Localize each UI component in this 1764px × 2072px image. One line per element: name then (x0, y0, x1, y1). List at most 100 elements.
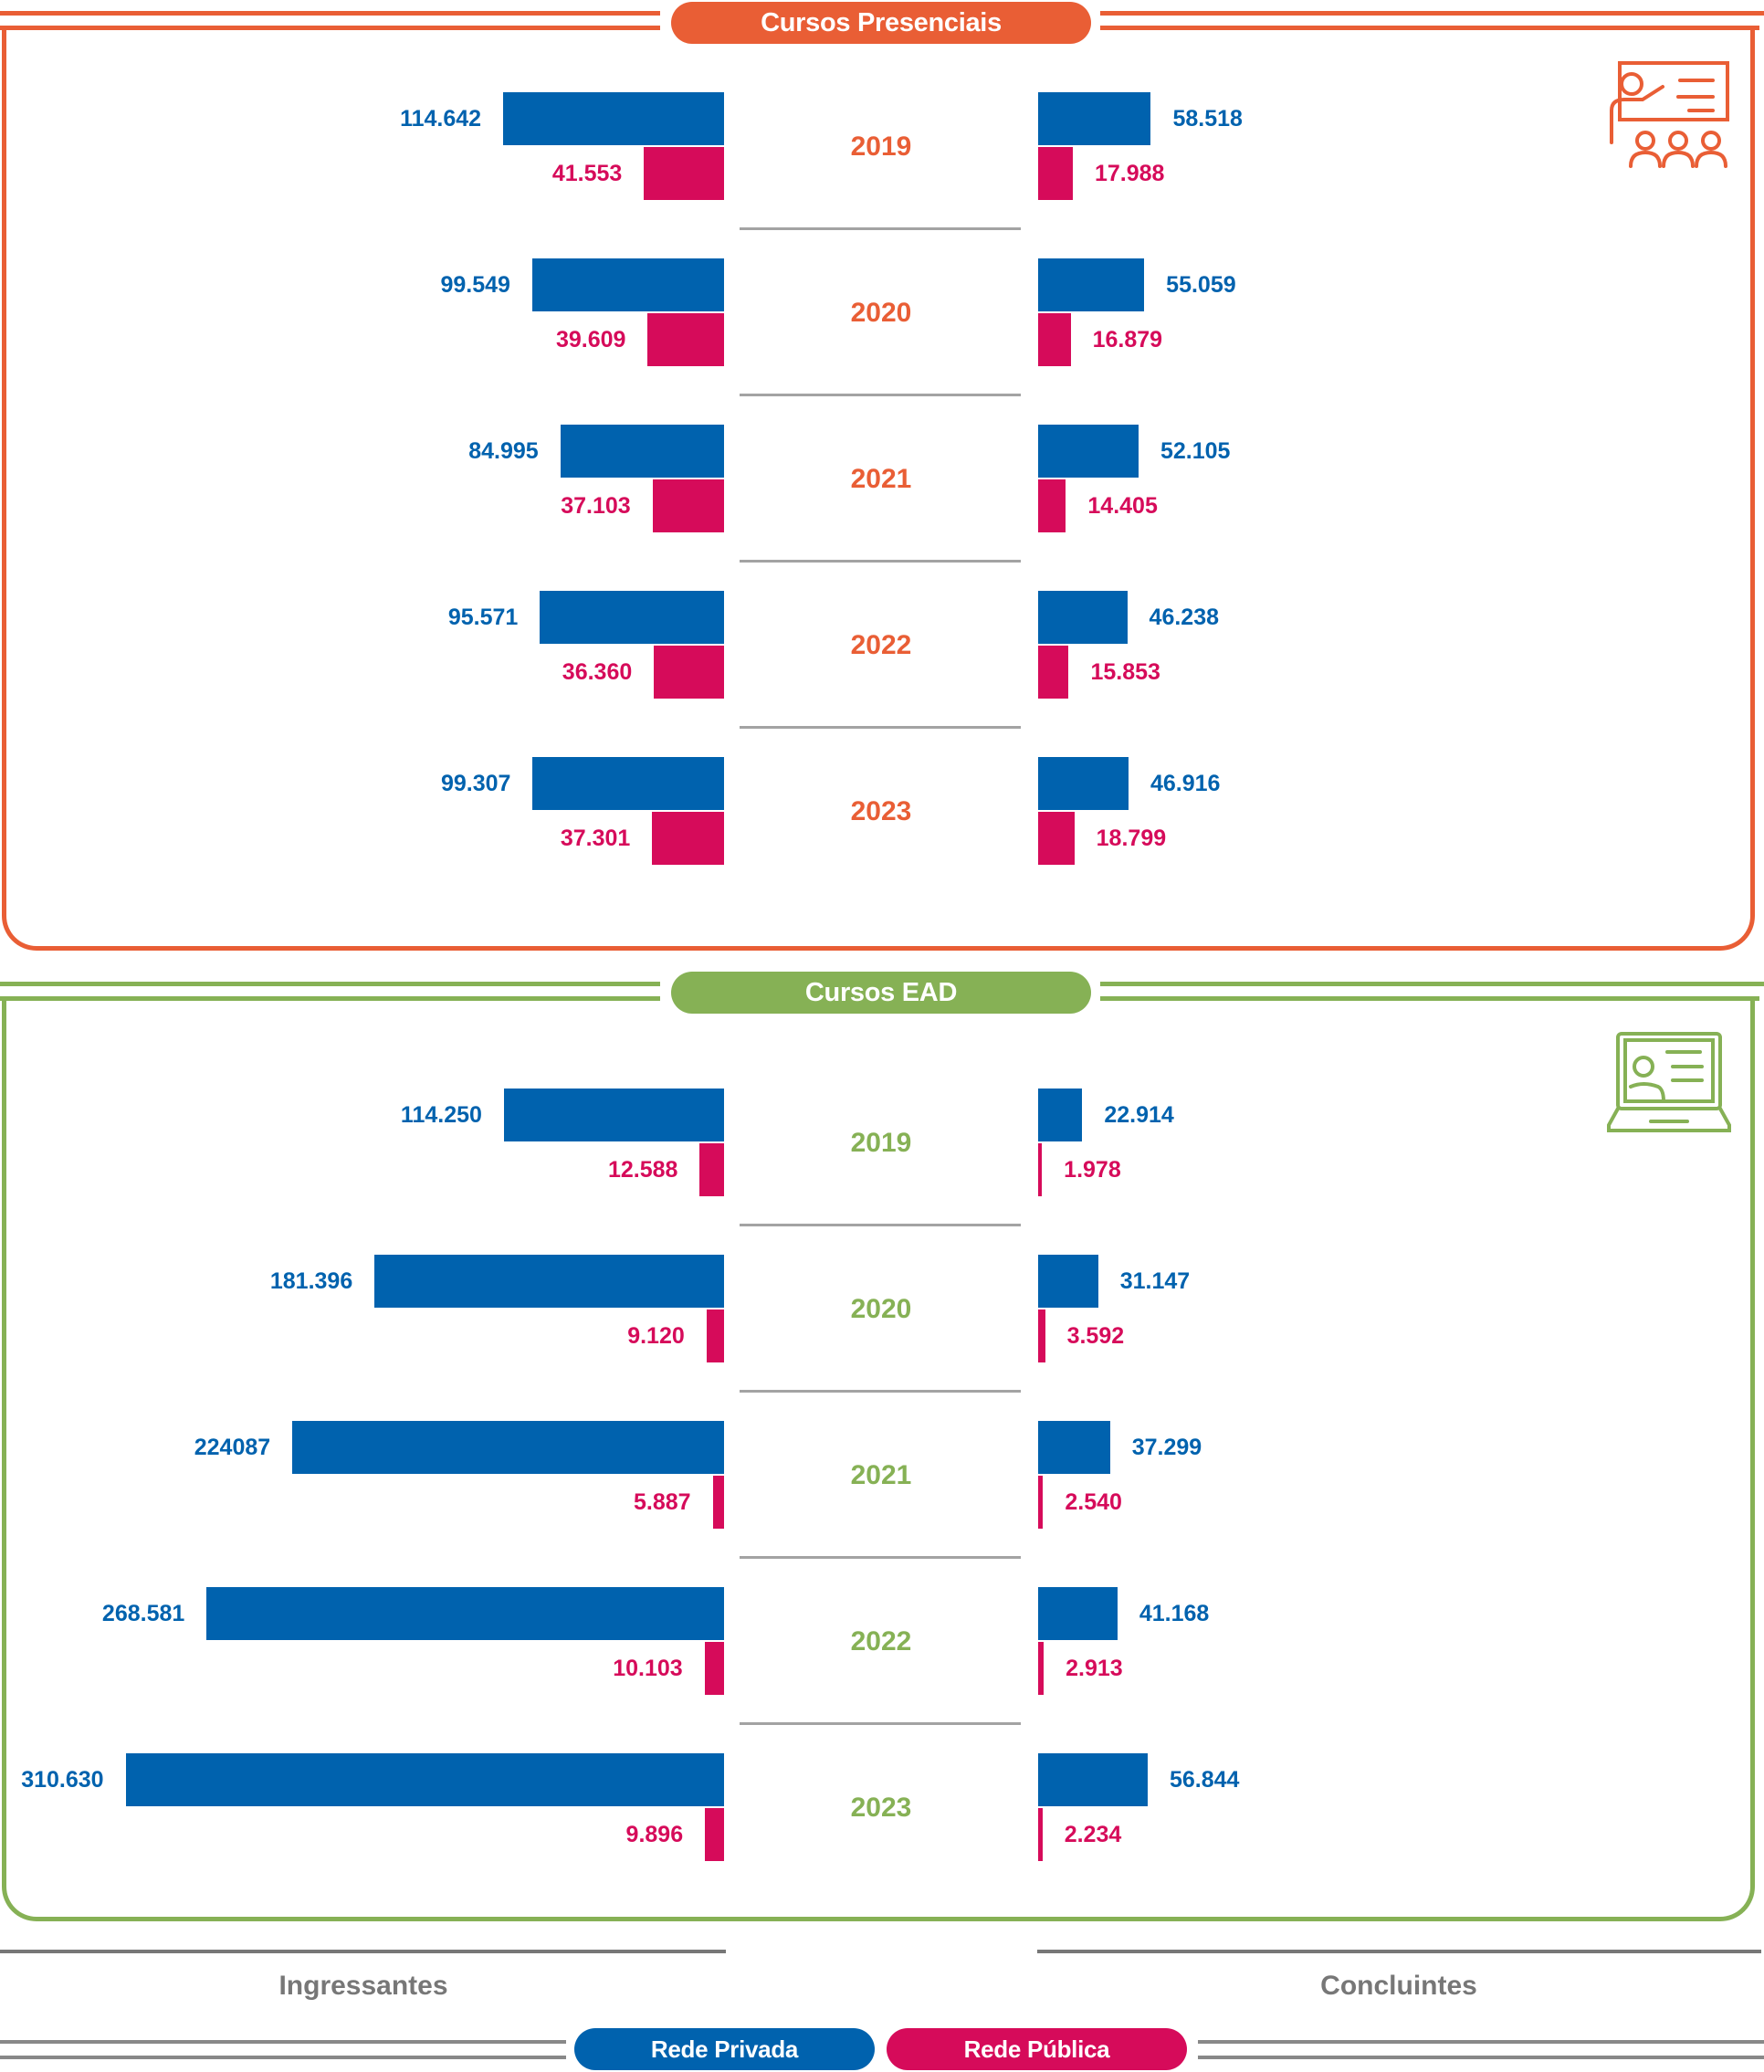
value-label-concluintes-publica: 14.405 (1087, 493, 1158, 519)
bar-ingressantes-publica (647, 313, 724, 366)
value-label-concluintes-privada: 31.147 (1119, 1268, 1191, 1294)
year-label: 2021 (850, 1460, 912, 1490)
bar-concluintes-publica (1038, 1143, 1043, 1196)
value-label-concluintes-privada: 37.299 (1131, 1435, 1202, 1460)
value-label-concluintes-publica: 18.799 (1096, 826, 1167, 851)
year-label: 2019 (850, 1128, 912, 1158)
bar-ingressantes-publica (652, 479, 724, 532)
bar-concluintes-privada (1038, 1753, 1148, 1806)
year-label: 2023 (850, 1793, 912, 1823)
header-rule (1100, 996, 1759, 1001)
ingressantes-rule (0, 1950, 726, 1953)
legend-rede-publica: Rede Pública (887, 2028, 1187, 2070)
value-label-ingressantes-publica: 37.301 (560, 826, 631, 851)
value-label-ingressantes-publica: 5.887 (634, 1489, 691, 1515)
bar-concluintes-privada (1038, 1587, 1118, 1640)
row-separator (740, 1224, 1021, 1226)
row-separator (740, 726, 1021, 729)
value-label-ingressantes-privada: 99.307 (440, 771, 511, 796)
bar-concluintes-privada (1038, 258, 1145, 311)
year-label: 2020 (850, 298, 912, 328)
value-label-concluintes-publica: 2.540 (1065, 1489, 1122, 1515)
value-label-concluintes-privada: 46.238 (1149, 605, 1220, 630)
value-label-ingressantes-privada: 181.396 (269, 1268, 353, 1294)
value-label-concluintes-publica: 1.978 (1064, 1157, 1121, 1183)
laptop-online-class-icon (1607, 1032, 1731, 1132)
bar-ingressantes-publica (712, 1476, 724, 1529)
value-label-ingressantes-privada: 99.549 (440, 272, 510, 298)
row-separator (740, 1556, 1021, 1559)
value-label-ingressantes-privada: 114.250 (400, 1102, 482, 1128)
bar-concluintes-privada (1038, 425, 1139, 478)
bar-ingressantes-privada (532, 757, 724, 810)
value-label-ingressantes-privada: 95.571 (447, 605, 519, 630)
bar-concluintes-publica (1038, 1808, 1043, 1861)
value-label-concluintes-publica: 17.988 (1094, 161, 1165, 186)
year-label: 2022 (850, 630, 912, 660)
presentation-classroom-icon (1610, 61, 1729, 168)
value-label-concluintes-privada: 52.105 (1160, 438, 1231, 464)
row-separator (740, 1390, 1021, 1393)
row-separator (740, 394, 1021, 396)
presenciais-panel (2, 27, 1755, 951)
bar-ingressantes-publica (644, 147, 724, 200)
bar-concluintes-publica (1038, 1476, 1044, 1529)
value-label-concluintes-privada: 22.914 (1104, 1102, 1174, 1128)
year-label: 2020 (850, 1294, 912, 1324)
row-separator (740, 560, 1021, 563)
value-label-ingressantes-privada: 84.995 (468, 438, 539, 464)
value-label-ingressantes-privada: 268.581 (101, 1601, 185, 1626)
bar-ingressantes-privada (125, 1753, 724, 1806)
bar-ingressantes-privada (503, 1089, 724, 1141)
value-label-concluintes-publica: 3.592 (1066, 1323, 1125, 1349)
header-rule (0, 996, 660, 1001)
value-label-ingressantes-publica: 9.896 (625, 1822, 684, 1847)
header-rule (0, 11, 660, 16)
bar-concluintes-publica (1038, 1642, 1045, 1695)
concluintes-label: Concluintes (1320, 1971, 1477, 2001)
value-label-concluintes-publica: 16.879 (1092, 327, 1163, 352)
value-label-concluintes-publica: 2.913 (1066, 1656, 1123, 1681)
bar-ingressantes-privada (503, 92, 724, 145)
legend-rule (0, 2056, 566, 2059)
value-label-ingressantes-privada: 224087 (194, 1435, 271, 1460)
bar-ingressantes-publica (652, 812, 724, 865)
legend-rule (1198, 2056, 1764, 2059)
value-label-ingressantes-publica: 37.103 (561, 493, 631, 519)
value-label-concluintes-privada: 41.168 (1139, 1601, 1210, 1626)
bar-ingressantes-publica (699, 1143, 724, 1196)
presenciais-title: Cursos Presenciais (671, 2, 1091, 44)
value-label-concluintes-privada: 56.844 (1169, 1767, 1240, 1793)
value-label-concluintes-privada: 58.518 (1172, 106, 1243, 131)
value-label-ingressantes-publica: 36.360 (562, 659, 633, 685)
ingressantes-label: Ingressantes (278, 1971, 448, 2001)
bar-concluintes-privada (1038, 1255, 1098, 1308)
bar-concluintes-publica (1038, 1309, 1045, 1362)
bar-concluintes-publica (1038, 646, 1069, 699)
bar-concluintes-publica (1038, 812, 1075, 865)
value-label-concluintes-publica: 15.853 (1090, 659, 1160, 685)
ead-panel (2, 998, 1755, 1921)
concluintes-rule (1037, 1950, 1761, 1953)
bar-ingressantes-publica (654, 646, 724, 699)
year-label: 2019 (850, 131, 912, 162)
year-label: 2022 (850, 1626, 912, 1657)
bar-ingressantes-privada (531, 258, 724, 311)
value-label-concluintes-privada: 55.059 (1166, 272, 1236, 298)
bar-concluintes-publica (1038, 479, 1066, 532)
header-rule (1100, 11, 1764, 16)
bar-ingressantes-publica (705, 1808, 724, 1861)
value-label-ingressantes-publica: 9.120 (627, 1323, 685, 1349)
value-label-concluintes-publica: 2.234 (1064, 1822, 1122, 1847)
bar-concluintes-publica (1038, 313, 1071, 366)
bar-ingressantes-privada (540, 591, 724, 644)
bar-ingressantes-publica (706, 1309, 724, 1362)
bar-ingressantes-publica (704, 1642, 724, 1695)
legend-rule (1198, 2040, 1764, 2044)
value-label-ingressantes-publica: 39.609 (555, 327, 626, 352)
bar-concluintes-publica (1038, 147, 1073, 200)
bar-concluintes-privada (1038, 591, 1128, 644)
value-label-ingressantes-publica: 41.553 (551, 161, 623, 186)
value-label-ingressantes-privada: 114.642 (400, 106, 482, 131)
header-rule (1100, 982, 1764, 986)
